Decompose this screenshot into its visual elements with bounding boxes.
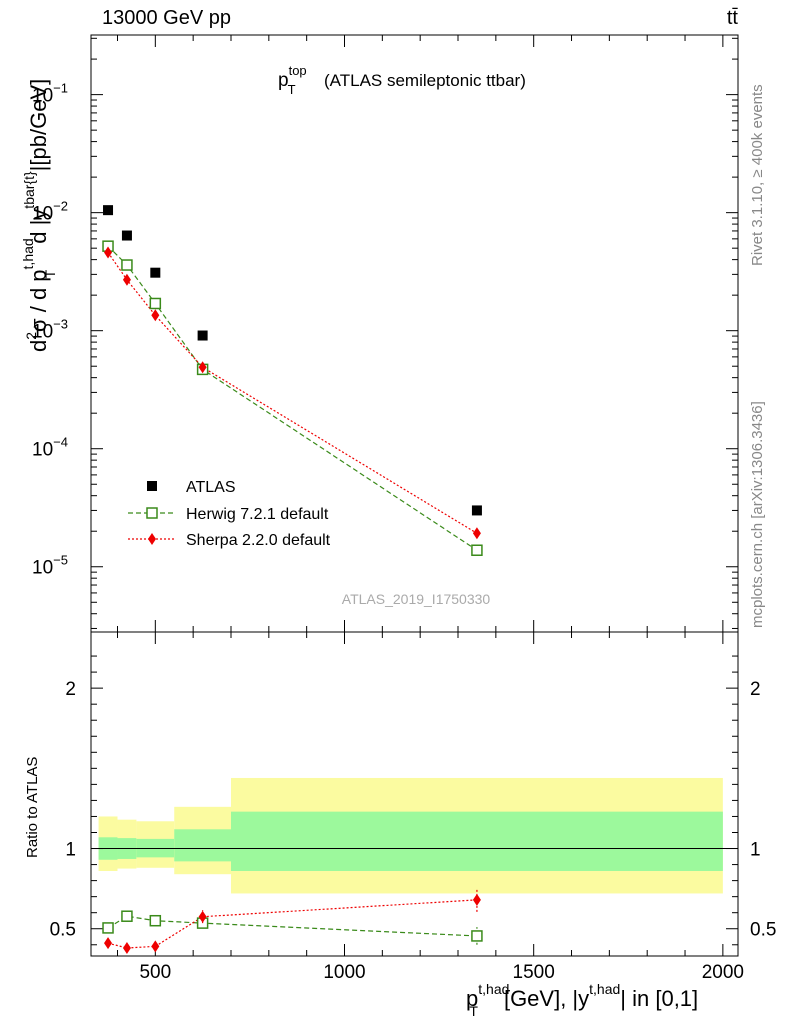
y-tick-label-base: 10 [32,204,53,225]
main-panel: 10−110−210−310−410−5 [32,34,739,633]
y-tick-label-exp: −3 [53,317,68,332]
marker-sherpa [122,941,131,954]
ratio-y-tick-label-right: 0.5 [750,920,776,941]
series-line [107,252,478,534]
main-x-ticks [116,35,724,632]
marker-sherpa [151,309,160,322]
marker-atlas [121,230,132,241]
legend-marker-herwig [146,507,158,519]
ratio-series-line [107,915,477,937]
marker-atlas [103,205,114,216]
marker-herwig [121,259,133,271]
ylabel-sub1: T [42,269,58,278]
marker-atlas [197,330,208,341]
marker-herwig [471,544,483,556]
xlabel-sup: t,had [478,981,509,997]
marker-atlas [150,267,161,278]
marker-sherpa [104,937,113,950]
marker-sherpa [198,910,207,923]
plot-title-sub: T [288,82,296,97]
marker-herwig [149,914,162,927]
ylabel-d: d [26,340,51,352]
plot-title-p: p [278,70,289,91]
x-tick-label: 500 [139,962,171,983]
ratio-y-tick-label-right: 2 [750,679,761,700]
plot-title-sup: top [289,63,307,78]
marker-sherpa [198,361,207,374]
plot-title-rest: (ATLAS semileptonic ttbar) [324,71,526,90]
y-tick-label-exp: −4 [53,435,68,450]
ylabel-two: 2 [23,332,39,340]
marker-herwig [121,910,133,922]
main-y-axis-label: d2σ / d pt,had Td |ytbar{t}|[pb/GeV] [20,79,58,352]
y-tick-label-base: 10 [32,86,53,107]
x-tick-label: 1000 [323,962,365,983]
marker-sherpa [122,273,131,286]
rivet-info-label: Rivet 3.1.10, ≥ 400k events [749,84,766,266]
legend: ATLAS Herwig 7.2.1 default Sherpa 2.2.0 … [128,479,331,549]
marker-herwig [149,297,162,310]
xlabel-rest1: [GeV], |y [504,986,589,1011]
series-line [107,245,478,551]
x-axis-label: pt,had T [GeV], |yt,had| in [0,1] [466,981,698,1019]
y-tick-label: 10−2 [32,199,68,225]
xlabel-rest2: | in [0,1] [620,986,698,1011]
legend-label-herwig: Herwig 7.2.1 default [186,506,329,523]
legend-label-sherpa: Sherpa 2.2.0 default [186,532,331,549]
ratio-y-tick-label: 0.5 [50,920,76,941]
header-energy-label: 13000 GeV pp [102,7,231,29]
marker-atlas [471,505,482,516]
marker-sherpa [472,527,481,540]
ylabel-rest1: d |y [26,209,51,244]
ratio-y-ticks: 0.5 0.5 1 1 2 2 [50,655,776,946]
y-tick-label-base: 10 [32,558,53,579]
y-tick-label: 10−4 [32,435,68,461]
ratio-y-tick-label: 1 [65,840,76,861]
marker-sherpa [104,246,113,259]
y-tick-label-exp: −2 [53,199,68,214]
ratio-band-inner [174,829,231,862]
ratio-plot-frame [90,631,739,957]
ylabel-rest2: |[pb/GeV] [26,79,51,172]
marker-sherpa [472,893,481,906]
xlabel-sub: T [469,1003,478,1019]
y-tick-label-base: 10 [32,322,53,343]
ratio-panel: 500 1000 1500 2000 0.5 0.5 1 1 2 2 [50,631,776,983]
marker-sherpa [151,940,160,953]
ylabel-sup2: tbar{t} [21,171,37,209]
header-process-label: tt̄ [727,7,739,29]
mcplots-info-label: mcplots.cern.ch [arXiv:1306.3436] [749,401,766,628]
ratio-x-ticks: 500 1000 1500 2000 [116,632,744,983]
ratio-y-tick-label: 2 [65,679,76,700]
plot-title: ptop T [278,63,307,97]
y-tick-label: 10−3 [32,317,68,343]
marker-herwig [102,922,114,934]
ratio-series-line [107,899,477,949]
legend-marker-sherpa [148,533,156,545]
x-tick-label: 1500 [513,962,555,983]
y-tick-label-exp: −5 [53,553,68,568]
y-tick-label-exp: −1 [53,81,68,96]
ratio-y-tick-label-right: 1 [750,840,761,861]
marker-herwig [471,930,483,942]
ratio-series [102,887,483,954]
analysis-watermark: ATLAS_2019_I1750330 [342,591,491,607]
y-tick-label: 10−1 [32,81,68,107]
ratio-band-inner [230,811,723,871]
xlabel-sup2: t,had [589,981,620,997]
xlabel-p: p [466,986,478,1011]
y-tick-label-base: 10 [32,440,53,461]
ylabel-sigma: σ / d p [26,269,51,332]
ylabel-sup1: t,had [20,238,36,269]
x-tick-label: 2000 [702,962,744,983]
ratio-bands [98,777,723,894]
main-series [102,205,483,556]
legend-marker-atlas [147,481,157,491]
y-tick-label: 10−5 [32,553,68,579]
ratio-y-axis-label: Ratio to ATLAS [24,757,41,858]
main-y-ticks: 10−110−210−310−410−5 [32,37,738,629]
legend-label-atlas: ATLAS [186,479,236,496]
